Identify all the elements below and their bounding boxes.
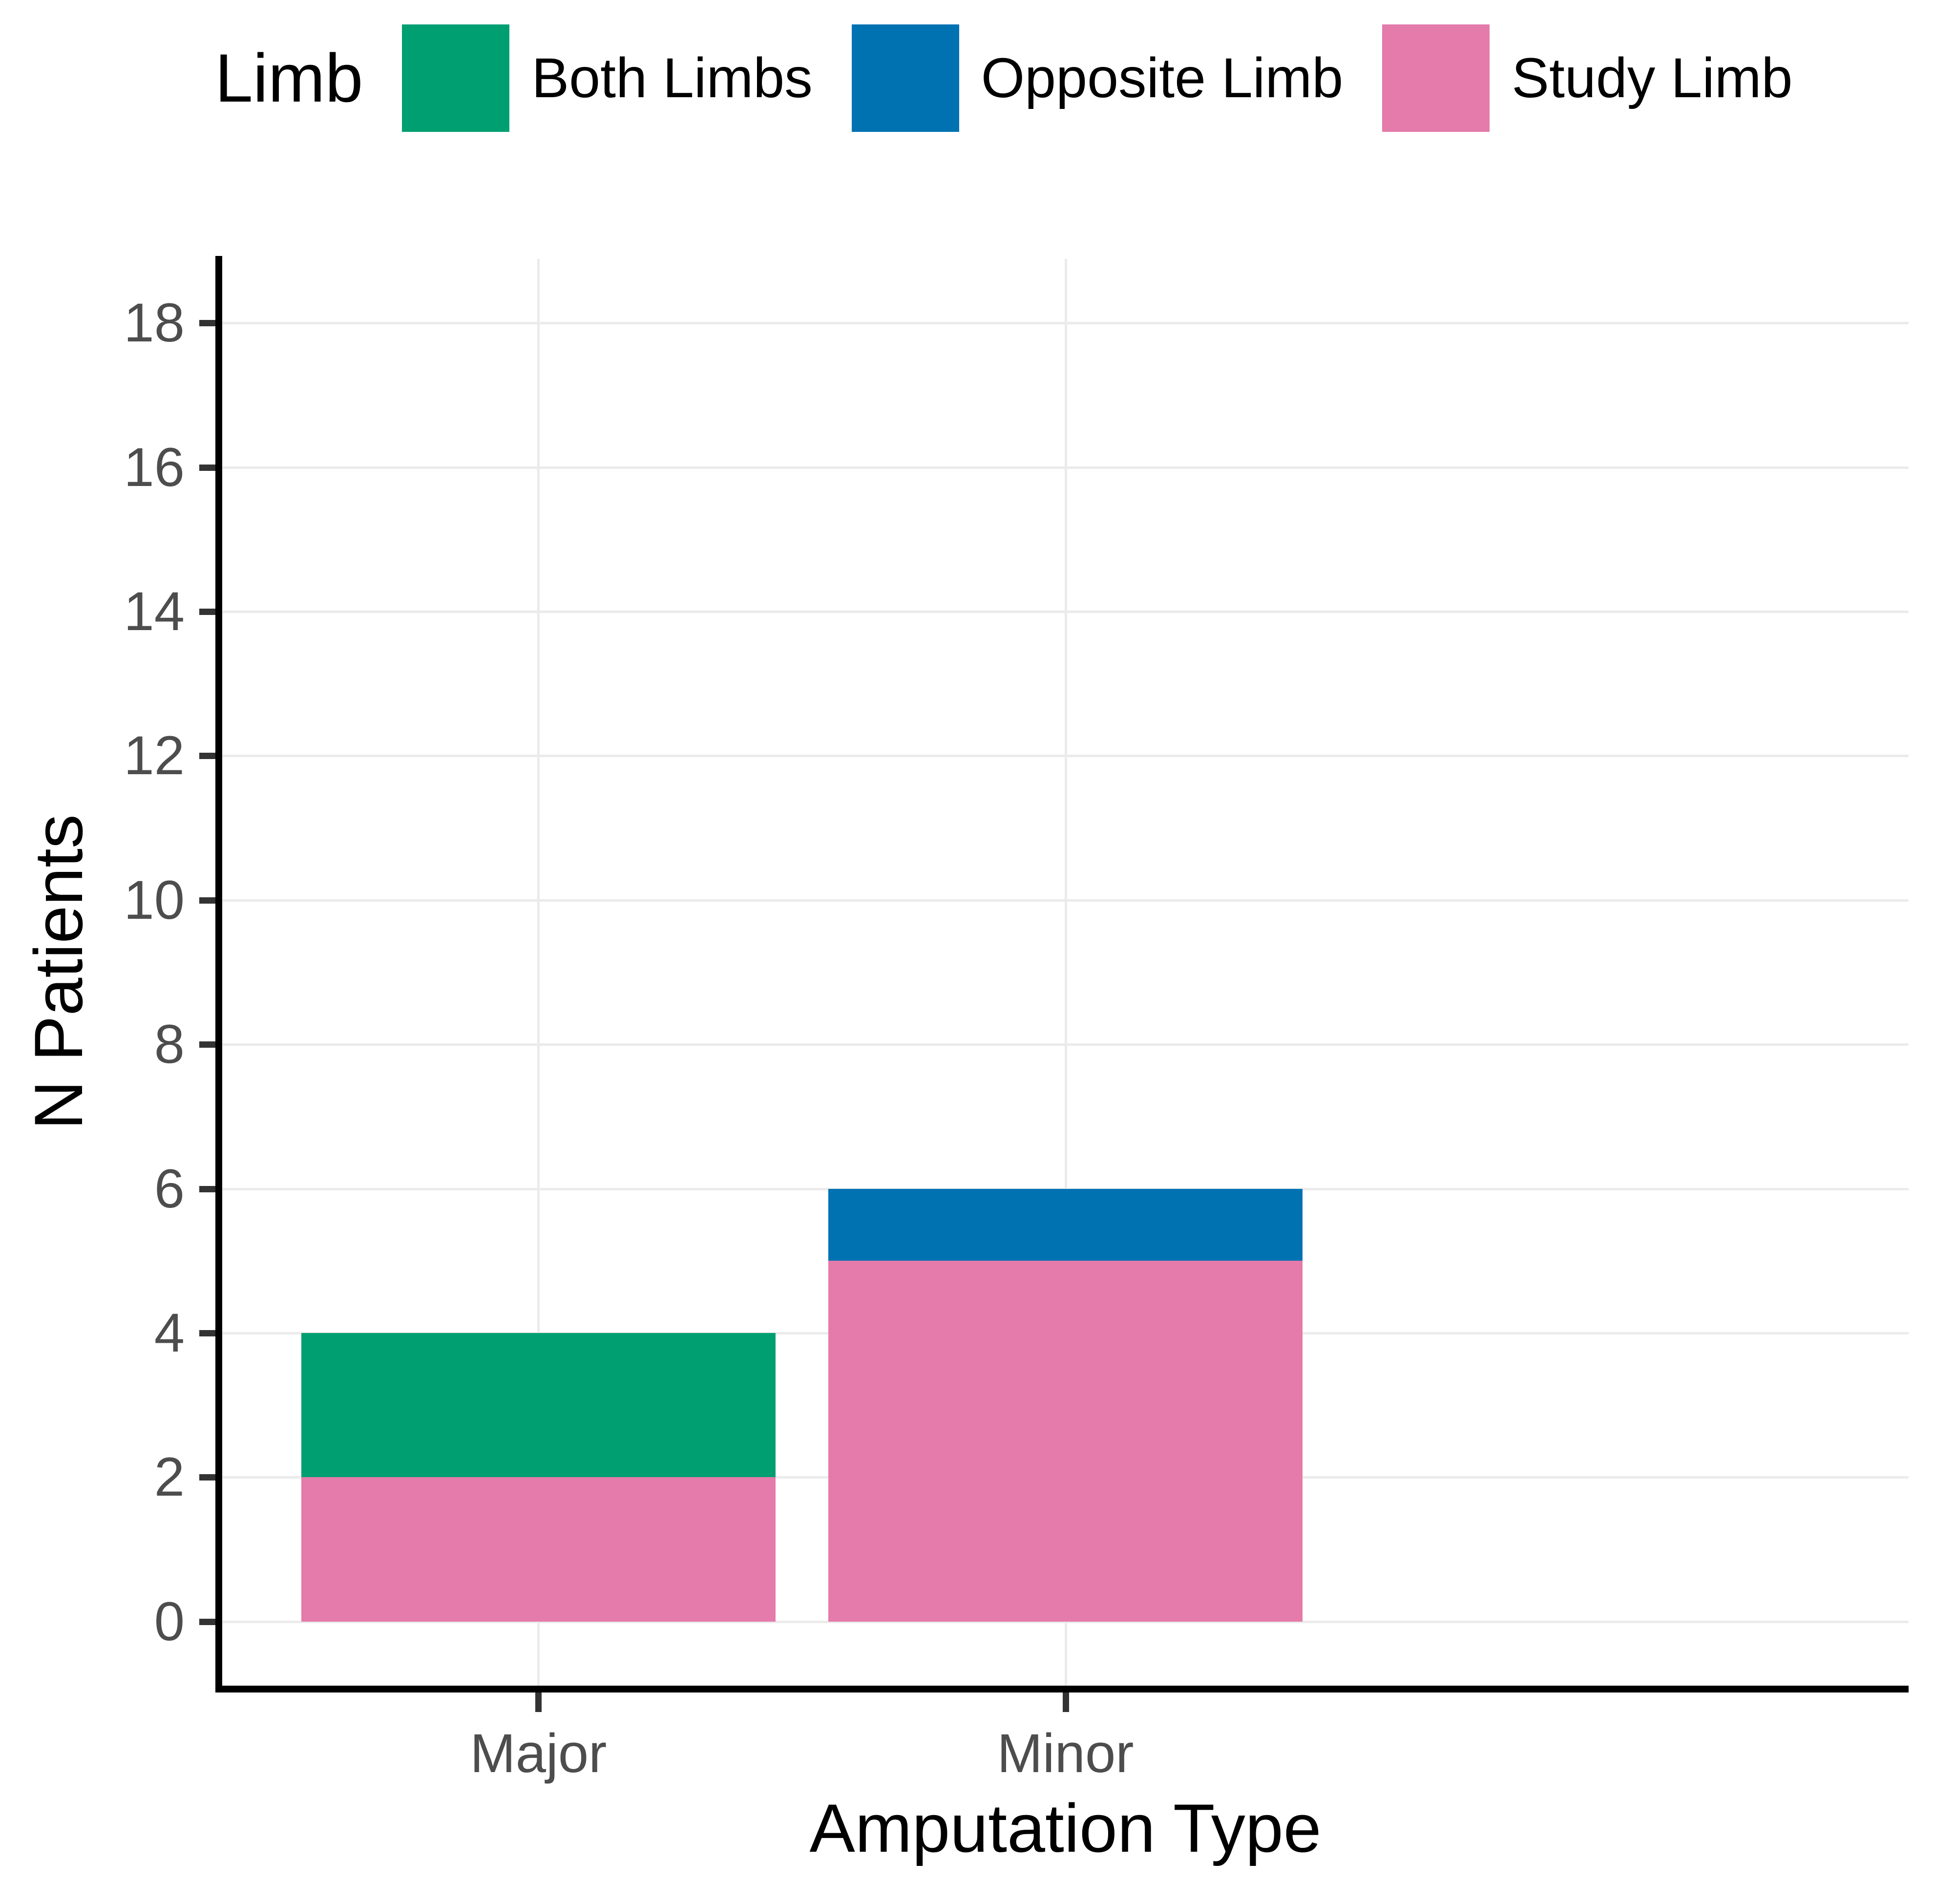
legend-item-0: Both Limbs [402,20,813,137]
x-tick-label-Minor: Minor [997,1723,1134,1784]
bar-segment-minor-study-limb [828,1261,1303,1622]
y-tick-mark-12 [199,753,215,760]
y-tick-mark-8 [199,1041,215,1048]
y-tick-mark-18 [199,320,215,327]
y-tick-label-4: 4 [154,1302,185,1363]
x-axis-line [215,1686,1909,1692]
legend-item-2: Study Limb [1382,20,1793,137]
gridline-x-Major [537,259,540,1686]
y-tick-mark-6 [199,1185,215,1192]
y-tick-mark-2 [199,1474,215,1481]
y-tick-label-8: 8 [154,1014,185,1075]
legend-swatch-icon [402,24,510,132]
x-tick-label-Major: Major [470,1723,607,1784]
legend-title: Limb [215,40,363,116]
y-tick-mark-10 [199,897,215,904]
y-tick-mark-14 [199,609,215,615]
y-tick-mark-16 [199,464,215,471]
y-tick-label-0: 0 [154,1590,185,1652]
bar-segment-major-study-limb [301,1477,776,1622]
gridline-x-Minor [1064,259,1067,1686]
x-tick-mark-Major [535,1692,542,1712]
y-tick-label-18: 18 [124,292,185,354]
bar-segment-major-both-limbs [301,1333,776,1478]
legend-item-1: Opposite Limb [851,20,1344,137]
legend: Limb Both Limbs Opposite Limb Study Limb [215,20,1793,137]
bar-segment-minor-opposite-limb [828,1188,1303,1261]
legend-swatch-icon [851,24,959,132]
y-axis-title: N Patients [20,814,97,1130]
legend-item-label: Opposite Limb [981,47,1344,109]
y-tick-label-6: 6 [154,1158,185,1219]
x-tick-mark-Minor [1062,1692,1069,1712]
y-tick-label-12: 12 [124,725,185,786]
x-axis-title: Amputation Type [809,1790,1322,1866]
legend-item-label: Study Limb [1512,47,1793,109]
legend-item-label: Both Limbs [531,47,813,109]
y-tick-mark-4 [199,1330,215,1336]
y-tick-label-2: 2 [154,1446,185,1508]
y-axis-line [215,256,222,1692]
y-tick-label-10: 10 [124,869,185,931]
y-tick-label-14: 14 [124,581,185,642]
plot-panel: 0 2 4 6 8 10 12 14 16 18 Major Minor [124,259,1909,1784]
y-tick-label-16: 16 [124,436,185,498]
y-tick-mark-0 [199,1618,215,1625]
legend-swatch-icon [1382,24,1490,132]
